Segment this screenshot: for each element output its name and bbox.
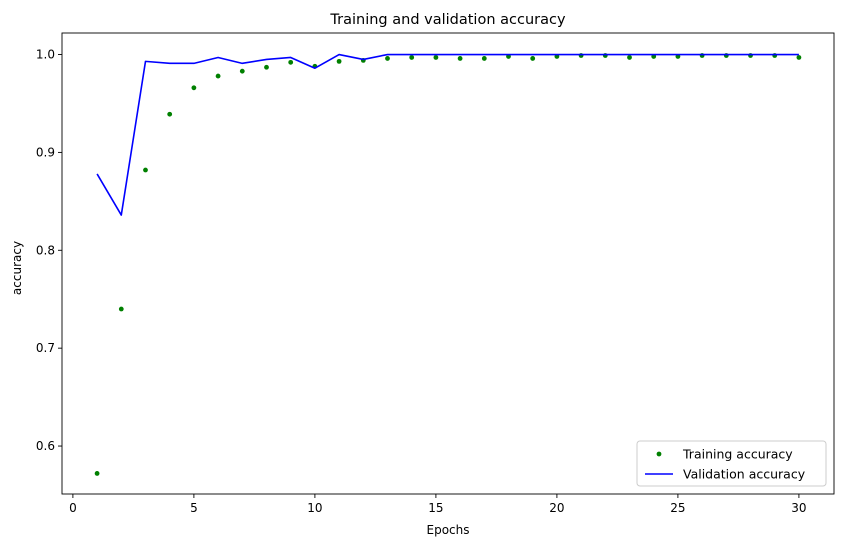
x-axis-ticks: 0 5 10 15 20 25 30: [69, 494, 807, 515]
training-accuracy-point: [433, 55, 439, 60]
y-axis-label: accuracy: [10, 241, 24, 295]
series-0: [94, 53, 802, 476]
legend-box: [636, 440, 827, 487]
training-accuracy-point: [118, 306, 124, 312]
plot-frame: [61, 32, 835, 495]
training-accuracy-point: [239, 68, 245, 74]
y-tick-label: 0.8: [36, 243, 55, 257]
training-accuracy-point: [167, 111, 173, 117]
x-tick-label: 30: [791, 501, 806, 515]
y-tick-label: 0.9: [36, 145, 55, 159]
training-accuracy-point: [336, 58, 342, 64]
training-accuracy-point: [627, 55, 632, 60]
x-tick-label: 25: [670, 501, 685, 515]
plot-area: [61, 32, 835, 495]
training-accuracy-point: [385, 56, 390, 61]
legend-label: Validation accuracy: [683, 467, 806, 482]
training-accuracy-point: [457, 56, 463, 61]
training-accuracy-point: [796, 55, 802, 60]
y-tick-label: 1.0: [36, 48, 55, 62]
training-accuracy-point: [143, 167, 148, 173]
x-tick-label: 5: [190, 501, 198, 515]
training-accuracy-point: [288, 59, 294, 65]
legend-label: Training accuracy: [682, 447, 793, 462]
training-accuracy-point: [191, 85, 197, 91]
series-1: [96, 53, 799, 216]
training-accuracy-point: [94, 471, 100, 476]
training-accuracy-point: [264, 64, 269, 70]
chart-title: Training and validation accuracy: [329, 12, 566, 28]
training-accuracy-point: [409, 55, 415, 60]
y-axis-ticks: 0.6 0.7 0.8 0.9 1.0: [36, 48, 62, 453]
y-tick-label: 0.6: [36, 439, 55, 453]
x-tick-label: 0: [69, 501, 77, 515]
x-tick-label: 15: [428, 501, 443, 515]
x-tick-label: 10: [307, 501, 322, 515]
y-tick-label: 0.7: [36, 341, 55, 355]
training-accuracy-point: [530, 56, 536, 61]
legend: Training accuracy Validation accuracy: [636, 440, 827, 487]
training-accuracy-point: [215, 73, 221, 79]
x-axis-label: Epochs: [427, 523, 470, 537]
training-accuracy-point: [481, 56, 487, 61]
validation-accuracy-line: [96, 53, 799, 216]
legend-handle-training: [656, 451, 662, 457]
x-tick-label: 20: [549, 501, 564, 515]
